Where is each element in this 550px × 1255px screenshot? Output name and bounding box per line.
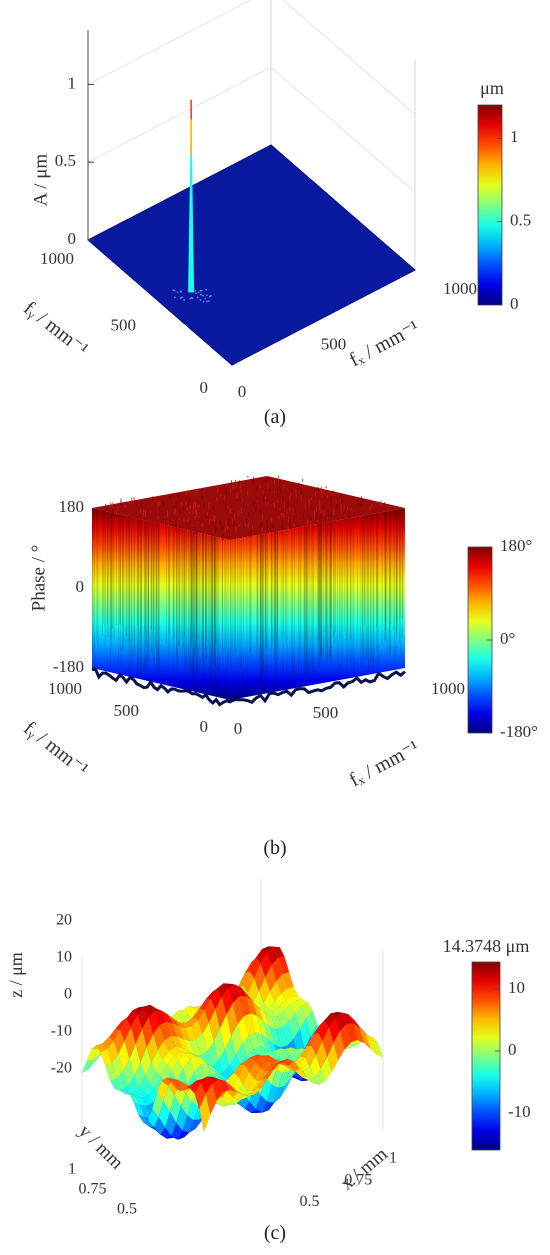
panel-c-z-tick: -10 xyxy=(51,1023,72,1040)
panel-c-colorbar-tick: -10 xyxy=(508,1102,531,1121)
panel-c-chart: -20-1001020z / μm00.250.50.75100.250.50.… xyxy=(0,870,550,1215)
panel-c-z-tick: -20 xyxy=(51,1060,72,1077)
panel-c-zlabel: z / μm xyxy=(6,952,26,998)
panel-c-x-tick: 0.5 xyxy=(300,1193,320,1210)
panel-c-y-tick: 0.5 xyxy=(117,1201,137,1215)
panel-c-axes xyxy=(82,879,383,1140)
panel-a-colorbar xyxy=(478,105,502,305)
panel-a-zlabel: A / μm xyxy=(30,154,51,207)
panel-a-ylabel: fᵧ / mm⁻¹ xyxy=(19,297,92,361)
panel-b-x-tick: 500 xyxy=(313,703,339,722)
panel-b-ylabel: fᵧ / mm⁻¹ xyxy=(19,717,92,781)
panel-a-colorbar-tick: 0.5 xyxy=(510,211,531,230)
panel-c-colorbar-title: 14.3748 μm xyxy=(443,936,530,956)
panel-c-colorbar-tick: 0 xyxy=(508,1040,517,1059)
panel-c: -20-1001020z / μm00.250.50.75100.250.50.… xyxy=(0,870,550,1255)
panel-a-x-tick: 500 xyxy=(321,334,347,353)
panel-b-z-tick: 0 xyxy=(76,577,85,596)
panel-a-caption: (a) xyxy=(0,406,550,429)
panel-b-z-tick: -180 xyxy=(53,657,84,676)
panel-c-y-tick: 0.75 xyxy=(79,1181,107,1198)
panel-a-colorbar-title: μm xyxy=(480,78,504,98)
panel-a-z-tick: 0 xyxy=(68,229,77,248)
panel-c-z-tick: 20 xyxy=(56,912,72,929)
panel-b-zlabel: Phase / ° xyxy=(28,545,49,612)
panel-a-surface xyxy=(88,145,415,365)
panel-b-xlabel: fₓ / mm⁻¹ xyxy=(346,736,423,791)
panel-c-ylabel: y / mm xyxy=(74,1121,127,1174)
panel-a-colorbar-tick: 1 xyxy=(510,127,519,146)
panel-c-y-tick: 1 xyxy=(68,1161,76,1178)
panel-a-x-tick: 1000 xyxy=(443,279,477,298)
panel-c-z-tick: 0 xyxy=(64,986,72,1003)
panel-b: -180 0 180 Phase / ° 0 500 1000 0 500 1000 fₓ / mm… xyxy=(0,440,550,870)
panel-b-colorbar-tick: -180° xyxy=(500,722,538,741)
panel-b-z-tick: 180 xyxy=(59,497,85,516)
panel-c-colorbar-tick: 10 xyxy=(508,978,525,997)
panel-b-colorbar-tick: 0° xyxy=(500,629,515,648)
panel-b-y-tick: 1000 xyxy=(48,679,82,698)
panel-a-x-tick: 0 xyxy=(238,382,247,400)
panel-c-caption: (c) xyxy=(0,1222,550,1245)
panel-a-colorbar-tick: 0 xyxy=(510,294,519,313)
panel-b-y-tick: 500 xyxy=(114,701,140,720)
panel-b-axes xyxy=(92,475,405,704)
panel-c-colorbar xyxy=(472,962,500,1150)
panel-c-z-tick: 10 xyxy=(56,949,72,966)
panel-a-y-tick: 500 xyxy=(111,315,137,334)
panel-a-z-tick: 0.5 xyxy=(55,151,76,170)
panel-b-caption: (b) xyxy=(0,837,550,860)
panel-a-xlabel: fₓ / mm⁻¹ xyxy=(346,316,423,371)
panel-b-colorbar-tick: 180° xyxy=(500,536,532,555)
panel-b-y-tick: 0 xyxy=(200,717,209,736)
panel-a-z-tick: 1 xyxy=(68,73,77,92)
panel-b-chart: -180 0 180 Phase / ° 0 500 1000 0 500 1000 fₓ / mm… xyxy=(0,440,550,835)
panel-a-chart: 00.51A / μm0500100005001000fₓ / mm⁻¹fᵧ /… xyxy=(0,0,550,400)
panel-a-y-tick: 0 xyxy=(200,378,209,397)
panel-b-x-tick: 0 xyxy=(234,719,243,738)
panel-a-axes xyxy=(88,0,415,365)
panel-a: 0 0.5 1 A / μm 0 500 1000 0 500 1000 fₓ / mm⁻¹ fᵧ /… xyxy=(0,0,550,440)
panel-b-x-tick: 1000 xyxy=(431,679,465,698)
panel-a-y-tick: 1000 xyxy=(40,249,74,268)
